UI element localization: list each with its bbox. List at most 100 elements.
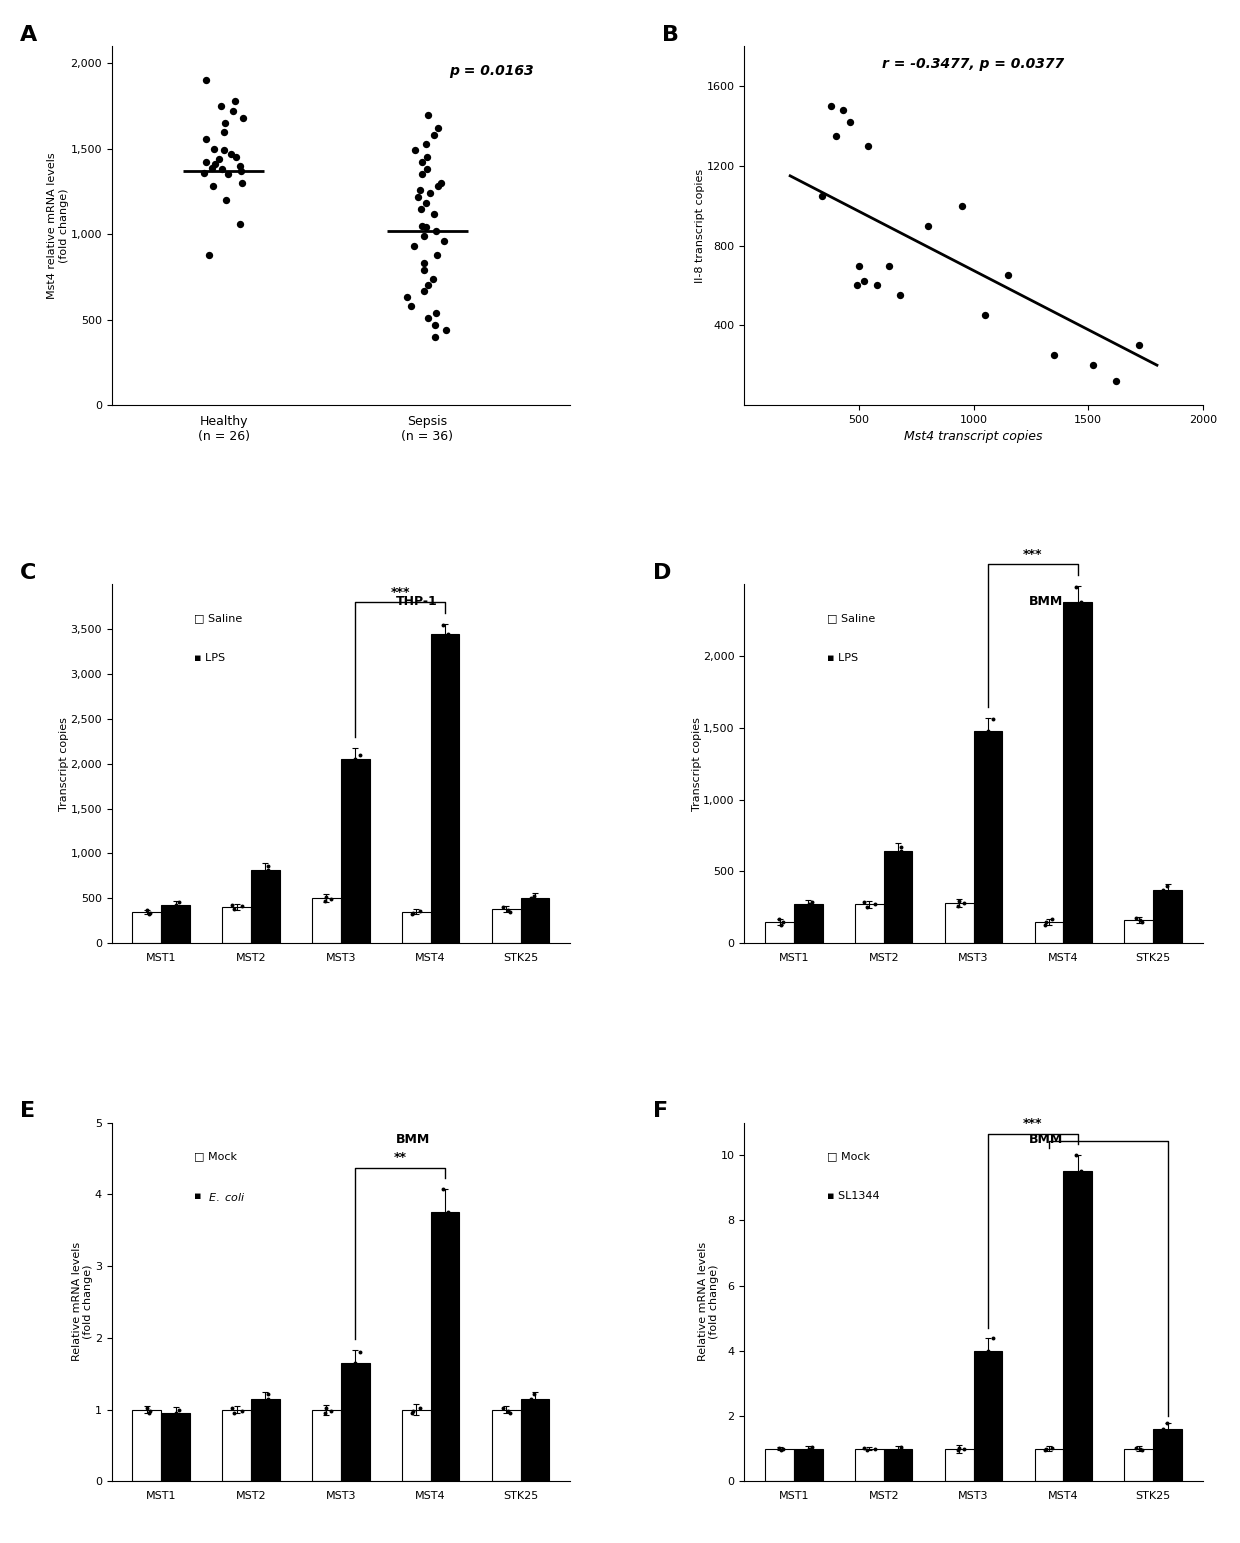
Point bbox=[169, 1398, 188, 1423]
Bar bbox=[250, 870, 280, 943]
Point bbox=[316, 1396, 336, 1421]
Point bbox=[799, 1437, 818, 1461]
Point bbox=[978, 1338, 998, 1362]
Point bbox=[223, 99, 243, 123]
Text: THP-1: THP-1 bbox=[396, 596, 438, 608]
Point bbox=[521, 1387, 541, 1412]
Y-axis label: Mst4 relative mRNA levels
(fold change): Mst4 relative mRNA levels (fold change) bbox=[47, 153, 69, 299]
Point bbox=[1035, 909, 1055, 934]
Point bbox=[525, 1383, 544, 1407]
Point bbox=[983, 1325, 1003, 1350]
Point bbox=[857, 895, 877, 920]
Point bbox=[221, 142, 241, 167]
Point bbox=[947, 1438, 967, 1463]
Point bbox=[839, 110, 859, 134]
Point bbox=[1128, 333, 1148, 358]
Y-axis label: Transcript copies: Transcript copies bbox=[58, 717, 69, 810]
Point bbox=[213, 139, 233, 164]
Point bbox=[435, 1224, 455, 1248]
Text: ▪: ▪ bbox=[195, 1191, 205, 1200]
Point bbox=[196, 150, 216, 174]
Point bbox=[977, 731, 997, 756]
Y-axis label: Transcript copies: Transcript copies bbox=[692, 717, 702, 810]
Point bbox=[947, 893, 967, 918]
Point bbox=[770, 1435, 790, 1460]
Point bbox=[213, 119, 233, 143]
Text: **: ** bbox=[393, 1151, 407, 1163]
Point bbox=[847, 273, 867, 298]
Point bbox=[883, 1440, 903, 1464]
Point bbox=[232, 893, 252, 918]
Bar bbox=[492, 1410, 521, 1481]
Point bbox=[525, 883, 544, 907]
Point bbox=[949, 1435, 968, 1460]
Point bbox=[419, 306, 439, 330]
Point bbox=[802, 889, 822, 913]
Point bbox=[402, 1401, 422, 1426]
Point bbox=[1083, 353, 1102, 378]
Bar bbox=[1034, 921, 1064, 943]
Point bbox=[139, 903, 159, 927]
Point bbox=[802, 1435, 822, 1460]
Point bbox=[978, 719, 998, 744]
Point bbox=[409, 1396, 429, 1421]
Point bbox=[169, 890, 188, 915]
Bar bbox=[161, 904, 190, 943]
Point bbox=[404, 235, 424, 259]
Point bbox=[918, 213, 937, 238]
Point bbox=[1071, 1159, 1091, 1183]
Text: BMM: BMM bbox=[1028, 596, 1063, 608]
Point bbox=[321, 887, 341, 912]
Point bbox=[822, 94, 842, 119]
Point bbox=[1069, 605, 1089, 630]
Point bbox=[425, 324, 445, 349]
Point bbox=[415, 214, 435, 239]
Point bbox=[854, 1435, 874, 1460]
Point bbox=[403, 1398, 423, 1423]
Text: $\it{E.\ coli}$: $\it{E.\ coli}$ bbox=[208, 1191, 246, 1202]
Point bbox=[977, 1350, 997, 1375]
Point bbox=[402, 903, 422, 927]
Point bbox=[208, 147, 228, 171]
Point bbox=[854, 890, 874, 915]
Point bbox=[883, 844, 903, 869]
Text: ▪ SL1344: ▪ SL1344 bbox=[827, 1191, 879, 1200]
Point bbox=[1126, 1435, 1146, 1460]
Point bbox=[521, 890, 541, 915]
Bar bbox=[222, 1410, 250, 1481]
Point bbox=[1106, 369, 1126, 393]
Point bbox=[417, 131, 436, 156]
Point bbox=[232, 171, 252, 196]
Point bbox=[226, 145, 246, 170]
Point bbox=[427, 301, 446, 326]
Point bbox=[212, 157, 232, 182]
Bar bbox=[1125, 920, 1153, 943]
Point bbox=[892, 835, 911, 859]
Bar bbox=[794, 904, 822, 943]
Point bbox=[954, 890, 973, 915]
Point bbox=[998, 264, 1018, 289]
Point bbox=[321, 1398, 341, 1423]
Bar bbox=[1064, 1171, 1092, 1481]
Bar bbox=[1064, 602, 1092, 943]
Point bbox=[439, 1200, 459, 1225]
Bar bbox=[430, 634, 459, 943]
Text: D: D bbox=[652, 563, 671, 583]
Point bbox=[414, 278, 434, 302]
Point bbox=[1034, 912, 1054, 937]
Point bbox=[413, 150, 433, 174]
Bar bbox=[973, 731, 1002, 943]
Point bbox=[983, 707, 1003, 731]
Point bbox=[415, 191, 435, 216]
Point bbox=[849, 253, 869, 278]
Bar bbox=[884, 852, 913, 943]
Text: BMM: BMM bbox=[1028, 1133, 1063, 1146]
Text: BMM: BMM bbox=[396, 1133, 430, 1146]
Point bbox=[1034, 1438, 1054, 1463]
Point bbox=[166, 1401, 186, 1426]
Point bbox=[139, 1401, 159, 1426]
Bar bbox=[161, 1413, 190, 1481]
Point bbox=[1065, 576, 1085, 600]
Point bbox=[414, 252, 434, 276]
Point bbox=[202, 156, 222, 181]
